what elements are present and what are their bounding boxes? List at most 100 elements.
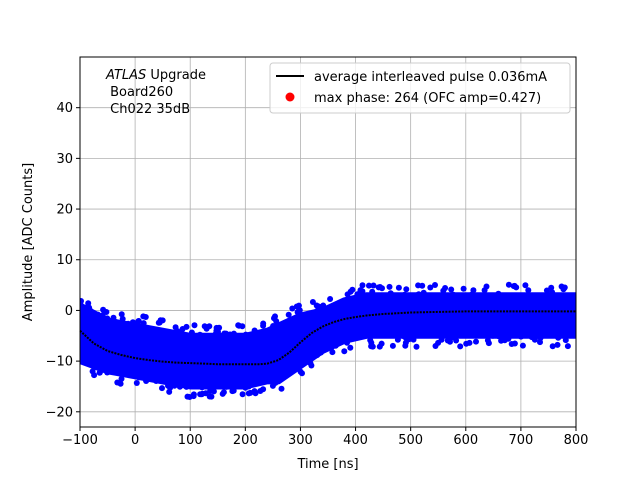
sample-point bbox=[555, 334, 562, 341]
sample-point bbox=[191, 322, 198, 329]
sample-point bbox=[359, 282, 366, 289]
sample-point bbox=[519, 342, 526, 349]
sample-point bbox=[166, 388, 173, 395]
sample-point bbox=[522, 282, 529, 289]
sample-point bbox=[549, 343, 556, 350]
sample-point bbox=[99, 312, 106, 319]
sample-point bbox=[96, 369, 103, 376]
sample-point bbox=[135, 374, 142, 381]
sample-point bbox=[117, 380, 124, 387]
sample-point bbox=[197, 331, 203, 338]
sample-point bbox=[272, 313, 278, 320]
sample-point bbox=[80, 299, 84, 306]
sample-point bbox=[143, 378, 150, 384]
sample-point bbox=[285, 311, 292, 318]
sample-point bbox=[289, 305, 296, 312]
sample-point bbox=[257, 388, 264, 394]
sample-point bbox=[183, 383, 190, 390]
sample-point bbox=[453, 337, 460, 344]
sample-point bbox=[317, 349, 324, 356]
x-tick-label: 500 bbox=[398, 433, 423, 448]
sample-point bbox=[469, 291, 476, 298]
sample-point bbox=[221, 330, 228, 337]
sample-point bbox=[104, 315, 111, 322]
sample-point bbox=[562, 337, 569, 344]
sample-points bbox=[80, 281, 571, 400]
sample-point bbox=[119, 315, 126, 322]
sample-point bbox=[495, 290, 502, 297]
sample-point bbox=[369, 288, 376, 295]
legend-entry-average: average interleaved pulse 0.036mA bbox=[314, 70, 547, 85]
average-pulse-line bbox=[79, 310, 576, 366]
sample-point bbox=[199, 384, 205, 391]
sample-point bbox=[176, 383, 183, 390]
x-tick-label: 300 bbox=[288, 433, 313, 448]
sample-point bbox=[190, 391, 197, 398]
sample-point bbox=[165, 382, 171, 389]
sample-point bbox=[560, 286, 567, 293]
x-tick-label: 400 bbox=[343, 433, 368, 448]
sample-point bbox=[213, 324, 220, 331]
sample-point bbox=[386, 283, 393, 290]
x-tick-label: 700 bbox=[508, 433, 533, 448]
legend-marker-swatch bbox=[285, 92, 295, 102]
sample-point bbox=[308, 362, 315, 369]
sample-point bbox=[206, 393, 213, 400]
sample-point bbox=[242, 331, 249, 338]
x-tick-label: 200 bbox=[233, 433, 258, 448]
sample-point bbox=[100, 306, 107, 313]
x-tick-label: 0 bbox=[131, 433, 139, 448]
sample-point bbox=[315, 303, 322, 310]
sample-point bbox=[473, 338, 479, 345]
sample-point bbox=[481, 287, 488, 294]
sample-point bbox=[236, 322, 242, 329]
sample-point bbox=[91, 372, 98, 379]
sample-point bbox=[389, 342, 396, 349]
sample-point bbox=[554, 341, 561, 348]
sample-point bbox=[118, 311, 125, 318]
plot-frame bbox=[79, 56, 577, 428]
sample-point bbox=[518, 333, 524, 340]
sample-point bbox=[201, 323, 208, 330]
sample-point bbox=[327, 296, 334, 302]
x-tick-label: −100 bbox=[62, 433, 98, 448]
sample-point bbox=[226, 331, 233, 338]
svg-text:ATLAS Upgrade: ATLAS Upgrade bbox=[105, 68, 206, 83]
sample-point bbox=[406, 336, 412, 343]
sample-point bbox=[366, 282, 372, 289]
sample-point bbox=[220, 389, 227, 396]
sample-point bbox=[485, 340, 492, 347]
sample-point bbox=[466, 339, 473, 346]
sample-point bbox=[93, 364, 100, 371]
channel-label: Ch022 35dB bbox=[106, 102, 190, 117]
sample-point bbox=[171, 382, 178, 389]
sample-point bbox=[401, 333, 408, 340]
sample-point bbox=[448, 286, 455, 293]
sample-point bbox=[183, 323, 190, 330]
sample-point bbox=[505, 281, 512, 288]
sample-point bbox=[206, 323, 213, 330]
sample-point bbox=[229, 388, 236, 395]
sample-point bbox=[525, 287, 532, 294]
y-tick-label: 20 bbox=[56, 203, 73, 218]
x-axis-ticks: −100 0 100 200 300 400 500 600 700 800 bbox=[62, 427, 588, 448]
sample-point bbox=[442, 285, 449, 291]
sample-point bbox=[197, 391, 204, 398]
sample-point bbox=[129, 319, 136, 326]
sample-point bbox=[239, 391, 246, 398]
sample-point bbox=[174, 328, 181, 335]
sample-point bbox=[87, 307, 94, 314]
board-label: Board260 bbox=[106, 85, 173, 100]
sample-point bbox=[344, 291, 351, 298]
sample-point bbox=[153, 378, 160, 384]
sample-point bbox=[104, 369, 111, 376]
sample-point bbox=[245, 390, 252, 397]
sample-point bbox=[403, 286, 410, 293]
y-axis-label: Amplitude [ADC Counts] bbox=[21, 163, 36, 321]
sample-point bbox=[329, 349, 336, 356]
sample-point bbox=[460, 285, 467, 292]
sample-point bbox=[438, 336, 445, 343]
sample-point bbox=[341, 348, 348, 355]
legend-entry-max-phase: max phase: 264 (OFC amp=0.427) bbox=[314, 91, 541, 106]
sample-point bbox=[489, 332, 496, 339]
